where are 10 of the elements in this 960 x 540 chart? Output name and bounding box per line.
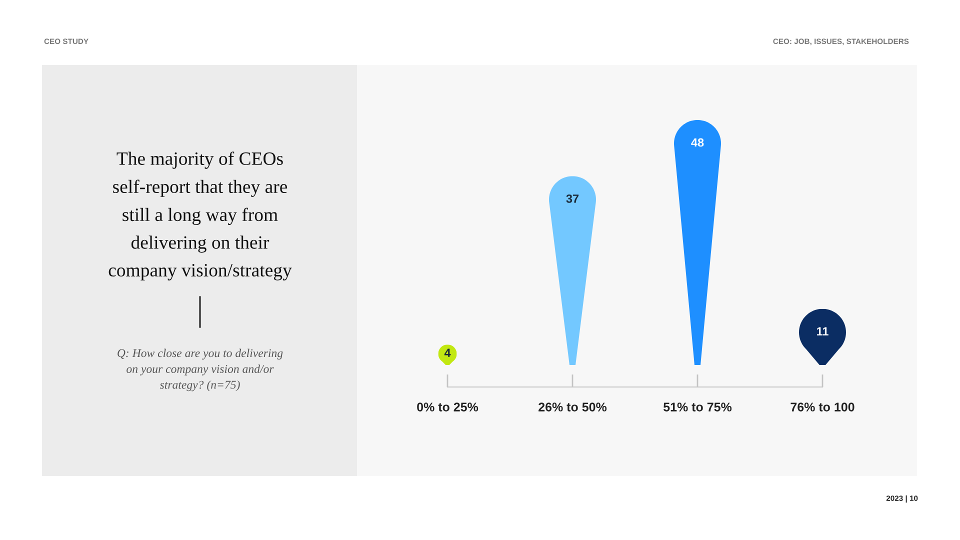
text: The majority of CEOs self-report that they are still a long way from delivering on their company vision/strategy [108, 152, 292, 280]
x-tick-label: 51% to 75% [663, 402, 732, 412]
text: Q: How close are you to delivering on your company vision and/or strategy? (n=75) [118, 348, 283, 392]
x-tick-label: 76% to 100 [790, 402, 854, 412]
x-tick-label: 0% to 25% [417, 402, 478, 412]
data-label: 4 [444, 348, 451, 357]
data-label: 48 [691, 138, 704, 147]
x-tick-label: 26% to 50% [538, 402, 607, 412]
data-label: 37 [566, 194, 579, 203]
data-label: 11 [817, 327, 828, 336]
